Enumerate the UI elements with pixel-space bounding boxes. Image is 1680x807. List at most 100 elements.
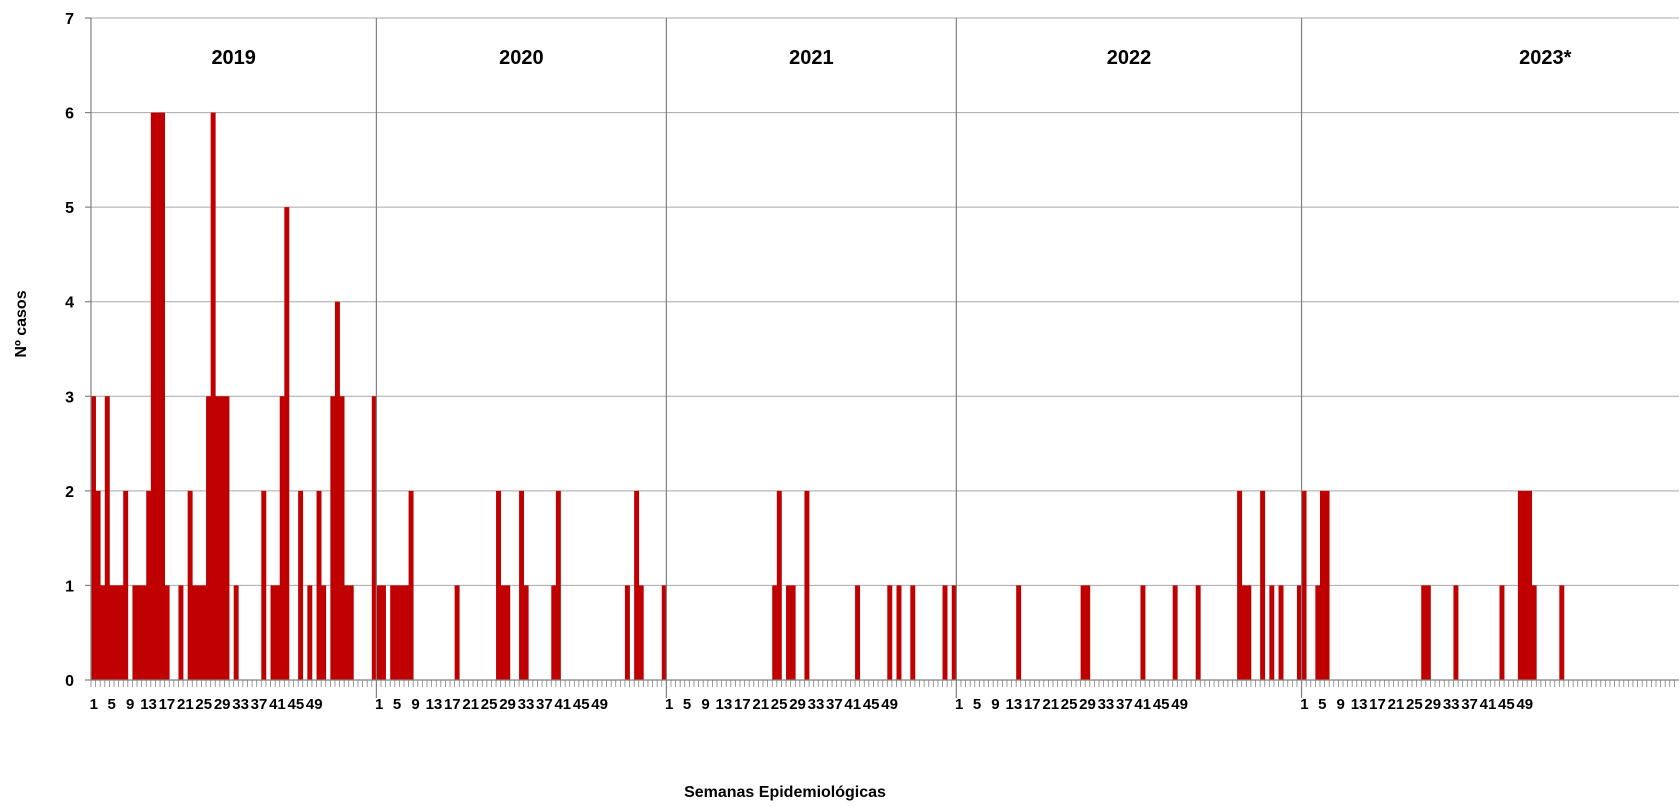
bar: [776, 490, 782, 680]
bar: [855, 585, 861, 680]
x-tick-label: 17: [444, 696, 461, 713]
x-tick-label: 13: [426, 696, 443, 713]
x-tick-label: 13: [140, 696, 157, 713]
bar: [1172, 585, 1178, 680]
x-tick-label: 33: [1098, 696, 1115, 713]
y-tick-label: 2: [65, 484, 74, 501]
bar: [91, 396, 96, 680]
x-tick-label: 13: [1006, 696, 1023, 713]
x-tick-label: 17: [1369, 696, 1386, 713]
bar: [1195, 585, 1201, 680]
x-tick-label: 37: [536, 696, 553, 713]
bar: [1085, 585, 1091, 680]
x-tick-label: 25: [1061, 696, 1078, 713]
x-tick-label: 49: [306, 696, 323, 713]
bar: [141, 585, 147, 680]
x-axis-title: Semanas Epidemiológicas: [684, 784, 886, 801]
y-tick-label: 5: [65, 200, 74, 217]
year-labels: 2019 2020 2021 2022 2023*: [211, 47, 1571, 69]
x-tick-label: 37: [251, 696, 268, 713]
bar: [1559, 585, 1565, 680]
x-tick-label: 21: [462, 696, 479, 713]
x-tick-label: 41: [844, 696, 861, 713]
x-tick-label: 13: [716, 696, 733, 713]
bar: [1140, 585, 1146, 680]
x-tick-label: 21: [752, 696, 769, 713]
bar: [1319, 490, 1325, 680]
gridlines: [91, 17, 1679, 586]
bar: [1324, 490, 1330, 680]
year-label-2023: 2023*: [1519, 47, 1571, 69]
x-tick-label: 21: [1042, 696, 1059, 713]
bar: [321, 585, 327, 680]
bar: [330, 396, 336, 680]
bar: [661, 585, 667, 680]
x-tick-label: 25: [195, 696, 212, 713]
bar: [118, 585, 124, 680]
year-label-2021: 2021: [789, 47, 834, 69]
x-tick-label: 45: [573, 696, 590, 713]
x-tick-label: 33: [518, 696, 535, 713]
x-tick-label: 5: [393, 696, 401, 713]
y-tick-label: 0: [65, 673, 74, 690]
bar: [380, 585, 386, 680]
x-minor-ticks: [90, 680, 1675, 687]
x-tick-label: 25: [1406, 696, 1423, 713]
bar: [1453, 585, 1459, 680]
bar: [137, 585, 142, 680]
bar: [261, 490, 267, 680]
x-tick-label: 1: [1300, 696, 1308, 713]
bar: [371, 396, 377, 680]
bar: [403, 585, 409, 680]
bar: [523, 585, 529, 680]
x-tick-label: 13: [1351, 696, 1368, 713]
bar: [1241, 585, 1247, 680]
x-tick-label: 29: [789, 696, 806, 713]
bar: [1296, 585, 1302, 680]
x-tick-label: 1: [665, 696, 673, 713]
bar: [390, 585, 396, 680]
year-label-2019: 2019: [211, 47, 256, 69]
bar: [224, 396, 230, 680]
bar: [1531, 585, 1537, 680]
y-tick-label: 7: [65, 11, 74, 28]
bar: [942, 585, 948, 680]
x-tick-label: 1: [375, 696, 383, 713]
bar: [201, 585, 207, 680]
bar: [1527, 490, 1533, 680]
bar: [951, 585, 957, 680]
x-tick-label: 9: [126, 696, 134, 713]
bar: [1522, 490, 1528, 680]
bar: [394, 585, 400, 680]
x-tick-label: 25: [771, 696, 788, 713]
bar: [275, 585, 281, 680]
bar: [1260, 490, 1266, 680]
x-tick-label: 29: [1424, 696, 1441, 713]
x-tick-label: 45: [287, 696, 304, 713]
x-tick-label: 45: [863, 696, 880, 713]
bar: [192, 585, 198, 680]
bar: [1278, 585, 1284, 680]
x-tick-label: 45: [1153, 696, 1170, 713]
bar: [1517, 490, 1523, 680]
bar: [408, 490, 414, 680]
x-tick-label: 17: [159, 696, 176, 713]
y-tick-label: 1: [65, 578, 74, 595]
bar: [505, 585, 511, 680]
bar: [519, 490, 525, 680]
x-tick-label: 49: [591, 696, 608, 713]
x-tick-label: 49: [1171, 696, 1188, 713]
bar: [896, 585, 902, 680]
y-tick-label: 4: [65, 295, 74, 312]
x-tick-label: 33: [1443, 696, 1460, 713]
bar: [104, 396, 110, 680]
y-axis-title: Nº casos: [13, 290, 30, 357]
bar: [1269, 585, 1275, 680]
bar: [279, 396, 285, 680]
x-tick-label: 37: [1116, 696, 1133, 713]
x-tick-label: 41: [269, 696, 286, 713]
bar: [219, 396, 225, 680]
bar: [123, 490, 129, 680]
bar: [1016, 585, 1022, 680]
y-tick-labels: 0 1 2 3 4 5 6 7: [65, 11, 74, 690]
